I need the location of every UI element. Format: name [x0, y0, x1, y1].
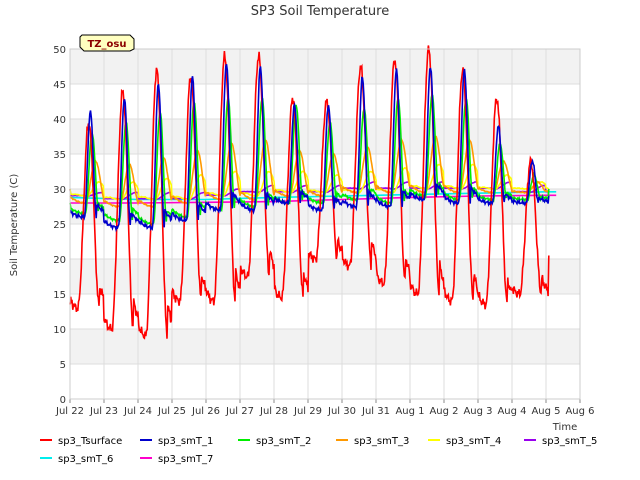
- y-tick-label: 15: [53, 290, 66, 301]
- x-tick-label: Jul 27: [225, 406, 254, 417]
- x-tick-label: Jul 28: [259, 406, 288, 417]
- x-tick-label: Jul 25: [157, 406, 186, 417]
- series-line-sp3_Tsurface: [69, 45, 550, 340]
- y-tick-label: 20: [53, 255, 66, 266]
- plot-frame: [69, 48, 581, 400]
- legend-label-sp3_Tsurface: sp3_Tsurface: [58, 436, 122, 447]
- x-tick-label: Jul 23: [89, 406, 118, 417]
- x-tick-label: Jul 30: [327, 406, 356, 417]
- y-tick-label: 45: [53, 80, 66, 91]
- legend: sp3_Tsurface sp3_smT_1 sp3_smT_2 sp3_smT_3 s…: [40, 436, 597, 465]
- x-tick-label: Jul 29: [293, 406, 322, 417]
- legend-label-sp3_smT_6: sp3_smT_6: [58, 454, 113, 465]
- y-tick-label: 10: [53, 325, 66, 336]
- badge-box: [79, 34, 135, 52]
- band: [70, 329, 580, 364]
- x-tick-label: Jul 22: [55, 406, 84, 417]
- x-tick-label: Jul 26: [191, 406, 220, 417]
- y-axis-title: Soil Temperature (C): [9, 174, 20, 277]
- y-tick-label: 35: [53, 150, 66, 161]
- badge: TZ_osu: [79, 34, 135, 52]
- x-axis-title: Time: [552, 422, 577, 433]
- x-tick-label: Aug 1: [395, 406, 424, 417]
- chart-title: SP3 Soil Temperature: [251, 4, 389, 19]
- x-tick-label: Aug 3: [463, 406, 492, 417]
- x-tick-label: Jul 31: [361, 406, 390, 417]
- y-tick-label: 40: [53, 115, 66, 126]
- band: [70, 49, 580, 84]
- legend-label-sp3_smT_1: sp3_smT_1: [158, 436, 213, 447]
- x-tick-label: Aug 2: [429, 406, 458, 417]
- band: [70, 259, 580, 294]
- y-tick-label: 50: [53, 45, 66, 56]
- axes: 0 5 10 15 20 25 30 35 40 45 50 Jul 22 Jul 23 Jul 24 Ju…: [53, 45, 594, 417]
- series-line-sp3_smT_2: [69, 91, 550, 227]
- legend-label-sp3_smT_4: sp3_smT_4: [446, 436, 501, 447]
- badge-label: TZ_osu: [87, 39, 126, 50]
- legend-label-sp3_smT_5: sp3_smT_5: [542, 436, 597, 447]
- y-tick-label: 0: [60, 395, 66, 406]
- x-tick-label: Jul 24: [123, 406, 152, 417]
- legend-label-sp3_smT_7: sp3_smT_7: [158, 454, 213, 465]
- series-line-sp3_smT_7: [70, 194, 557, 204]
- legend-label-sp3_smT_2: sp3_smT_2: [256, 436, 311, 447]
- y-tick-label: 25: [53, 220, 66, 231]
- y-tick-label: 30: [53, 185, 66, 196]
- y-tick-label: 5: [60, 360, 66, 371]
- series-line-sp3_smT_1: [69, 63, 550, 233]
- x-tick-label: Aug 5: [531, 406, 560, 417]
- background-bands: [70, 49, 580, 364]
- x-tick-label: Aug 6: [565, 406, 594, 417]
- legend-label-sp3_smT_3: sp3_smT_3: [354, 436, 409, 447]
- plot-area: [69, 45, 557, 340]
- x-tick-label: Aug 4: [497, 406, 526, 417]
